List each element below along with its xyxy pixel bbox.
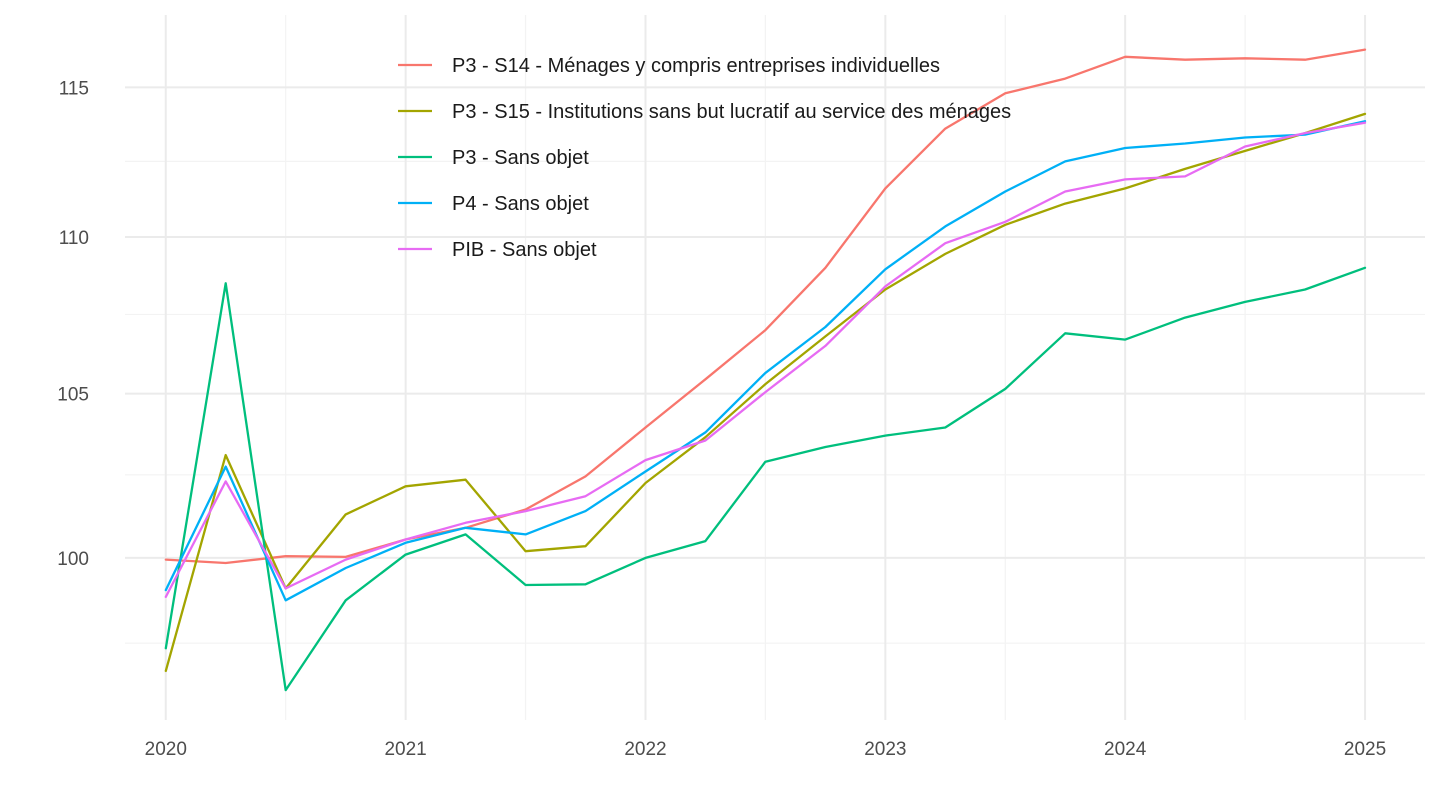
legend-item: P3 - S14 - Ménages y compris entreprises…: [398, 55, 940, 77]
x-axis-tick-labels: 2020 2021 2022 2023 2024 2025: [145, 739, 1387, 760]
series-line-1: [164, 48, 1367, 565]
legend: P3 - S14 - Ménages y compris entreprises…: [398, 55, 1011, 261]
legend-label: P4 - Sans objet: [452, 193, 589, 215]
x-tick-label: 2025: [1344, 739, 1386, 760]
series-line-5: [164, 121, 1367, 599]
legend-label: P3 - Sans objet: [452, 147, 589, 169]
y-tick-label: 105: [57, 385, 89, 406]
legend-item: P3 - S15 - Institutions sans but lucrati…: [398, 101, 1011, 123]
y-tick-label: 110: [59, 228, 89, 249]
y-tick-label: 115: [59, 78, 89, 99]
series-line-2: [164, 112, 1367, 673]
x-tick-label: 2021: [384, 739, 426, 760]
legend-item: PIB - Sans objet: [398, 239, 597, 261]
legend-item: P4 - Sans objet: [398, 193, 589, 215]
series-line-3: [164, 266, 1367, 692]
legend-label: P3 - S15 - Institutions sans but lucrati…: [452, 101, 1011, 123]
x-tick-label: 2023: [864, 739, 906, 760]
y-axis-tick-labels: 100 105 110 115: [57, 78, 89, 570]
legend-label: P3 - S14 - Ménages y compris entreprises…: [452, 55, 940, 77]
x-tick-label: 2022: [624, 739, 666, 760]
x-tick-label: 2020: [145, 739, 187, 760]
x-tick-label: 2024: [1104, 739, 1147, 760]
legend-item: P3 - Sans objet: [398, 147, 589, 169]
y-tick-label: 100: [57, 549, 89, 570]
series-lines: [164, 48, 1367, 692]
major-gridlines: [125, 15, 1425, 720]
legend-label: PIB - Sans objet: [452, 239, 597, 261]
series-line-4: [164, 120, 1367, 602]
